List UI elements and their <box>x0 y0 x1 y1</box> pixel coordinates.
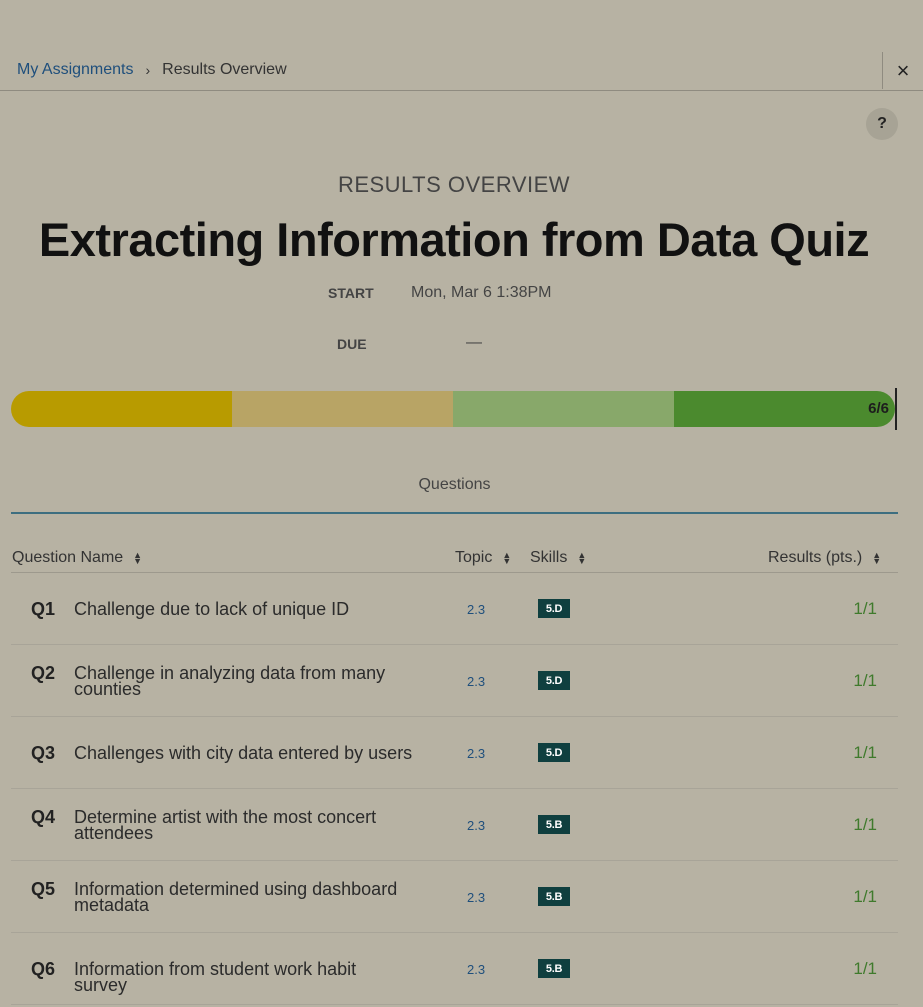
question-result: 1/1 <box>853 959 877 978</box>
skill-badge: 5.B <box>538 959 570 978</box>
question-name: Challenge in analyzing data from many co… <box>74 663 386 699</box>
breadcrumb-current: Results Overview <box>162 61 287 78</box>
table-row[interactable]: Q3 Challenges with city data entered by … <box>11 717 898 789</box>
question-result: 1/1 <box>853 815 877 834</box>
page-title: Extracting Information from Data Quiz <box>38 213 870 266</box>
question-name: Determine artist with the most concert a… <box>74 807 377 843</box>
skill-badge: 5.D <box>538 743 570 762</box>
topic-link[interactable]: 2.3 <box>467 746 486 761</box>
due-value: — <box>466 334 482 351</box>
progress-segment-1 <box>11 391 232 427</box>
progress-label: 6/6 <box>868 400 889 417</box>
tab-questions[interactable]: Questions <box>11 468 898 514</box>
table-header: Question Name ▲ ▼ Topic ▲ ▼ Skills ▲ ▼ Resu… <box>11 540 898 573</box>
question-name: Information determined using dashboard m… <box>74 879 398 915</box>
question-number: Q2 <box>31 663 56 683</box>
sort-icon: ▲ ▼ <box>577 550 587 566</box>
table-row[interactable]: Q1 Challenge due to lack of unique ID 2.… <box>11 573 898 645</box>
column-skills-label: Skills <box>530 549 568 566</box>
progress-segment-3 <box>453 391 674 427</box>
column-skills[interactable]: Skills ▲ ▼ <box>530 549 586 567</box>
close-icon: × <box>896 57 910 83</box>
skill-badge: 5.D <box>538 671 570 690</box>
close-button[interactable]: × <box>882 52 923 89</box>
column-results[interactable]: Results (pts.) ▲ ▼ <box>768 549 881 567</box>
column-question-name[interactable]: Question Name ▲ ▼ <box>12 549 142 567</box>
results-progress-bar: 6/6 <box>11 391 895 427</box>
column-topic-label: Topic <box>455 549 493 566</box>
sort-icon: ▲ ▼ <box>133 550 143 566</box>
table-row[interactable]: Q2 Challenge in analyzing data from many… <box>11 645 898 717</box>
topic-link[interactable]: 2.3 <box>467 890 486 905</box>
question-number: Q5 <box>31 879 56 899</box>
skill-badge: 5.B <box>538 887 570 906</box>
question-number: Q6 <box>31 959 56 979</box>
question-number: Q3 <box>31 743 56 763</box>
question-name: Challenges with city data entered by use… <box>74 743 413 763</box>
column-question-name-label: Question Name <box>12 549 124 566</box>
question-name: Information from student work habit surv… <box>74 959 357 995</box>
topic-link[interactable]: 2.3 <box>467 602 486 617</box>
page-eyebrow: RESULTS OVERVIEW <box>337 172 571 197</box>
table-row[interactable]: Q6 Information from student work habit s… <box>11 933 898 1005</box>
topic-link[interactable]: 2.3 <box>467 962 486 977</box>
help-button[interactable]: ? <box>866 108 898 140</box>
skill-badge: 5.B <box>538 815 570 834</box>
breadcrumb-my-assignments-link[interactable]: My Assignments <box>17 61 134 78</box>
question-result: 1/1 <box>853 671 877 690</box>
chevron-right-icon: › <box>145 62 151 78</box>
start-value: Mon, Mar 6 1:38PM <box>411 284 552 301</box>
due-label: DUE <box>337 336 367 352</box>
top-bar: My Assignments › Results Overview × <box>0 48 923 91</box>
question-result: 1/1 <box>853 743 877 762</box>
column-topic[interactable]: Topic ▲ ▼ <box>455 549 511 567</box>
topic-link[interactable]: 2.3 <box>467 818 486 833</box>
question-name: Challenge due to lack of unique ID <box>74 599 350 619</box>
table-row[interactable]: Q5 Information determined using dashboar… <box>11 861 898 933</box>
question-result: 1/1 <box>853 887 877 906</box>
question-mark-icon: ? <box>877 115 887 132</box>
table-row[interactable]: Q4 Determine artist with the most concer… <box>11 789 898 861</box>
column-results-label: Results (pts.) <box>768 549 863 566</box>
question-result: 1/1 <box>853 599 877 618</box>
skill-badge: 5.D <box>538 599 570 618</box>
breadcrumb: My Assignments › Results Overview <box>17 61 287 79</box>
progress-segment-2 <box>232 391 453 427</box>
progress-end-marker <box>895 388 897 430</box>
start-label: START <box>328 285 374 301</box>
progress-segment-4 <box>674 391 895 427</box>
question-number: Q4 <box>31 807 56 827</box>
sort-icon: ▲ ▼ <box>872 550 882 566</box>
topic-link[interactable]: 2.3 <box>467 674 486 689</box>
question-number: Q1 <box>31 599 56 619</box>
sort-icon: ▲ ▼ <box>502 550 512 566</box>
